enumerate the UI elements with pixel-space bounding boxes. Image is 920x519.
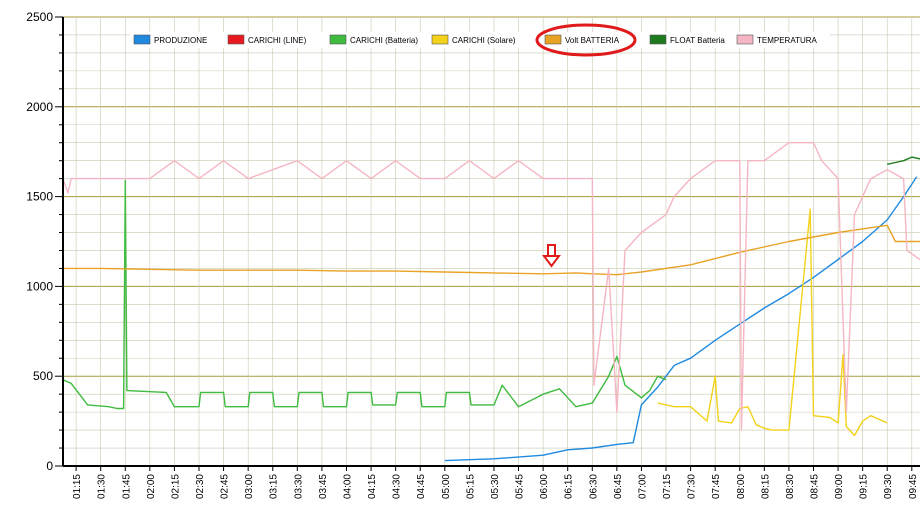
x-tick-label: 09:30 xyxy=(883,474,894,499)
legend-swatch xyxy=(431,34,449,45)
arrow-down-icon xyxy=(542,244,561,268)
x-tick-label: 02:30 xyxy=(195,474,206,499)
legend-label: Volt BATTERIA xyxy=(565,36,620,45)
x-axis-ticks: 01:15 01:30 01:45 02:00 02:15 02:30 02:45 03:00… xyxy=(72,466,919,499)
x-tick-label: 08:00 xyxy=(736,474,747,499)
series-line xyxy=(887,156,920,165)
x-tick-label: 06:30 xyxy=(588,474,599,499)
legend-label: PRODUZIONE xyxy=(154,36,207,45)
series-line xyxy=(657,208,888,437)
axes xyxy=(62,17,920,467)
series-group xyxy=(62,142,920,462)
x-tick-label: 02:15 xyxy=(170,474,181,499)
x-tick-label: 03:15 xyxy=(269,474,280,499)
legend-label: CARICHI (Solare) xyxy=(452,36,516,45)
x-tick-label: 05:15 xyxy=(465,474,476,499)
y-tick-label: 2000 xyxy=(26,100,53,114)
legend-swatch xyxy=(329,34,347,45)
x-tick-label: 04:15 xyxy=(367,474,378,499)
series-line xyxy=(444,176,918,462)
y-axis-ticks: 0 500 1000 1500 2000 2500 xyxy=(26,10,63,473)
legend-label: FLOAT Batteria xyxy=(670,36,725,45)
series-line xyxy=(62,142,920,431)
x-tick-label: 04:45 xyxy=(416,474,427,499)
legend-label: TEMPERATURA xyxy=(757,36,818,45)
x-tick-label: 07:30 xyxy=(687,474,698,499)
x-tick-label: 04:00 xyxy=(342,474,353,499)
x-tick-label: 05:00 xyxy=(441,474,452,499)
x-tick-label: 05:45 xyxy=(515,474,526,499)
x-tick-label: 02:45 xyxy=(220,474,231,499)
x-tick-label: 03:00 xyxy=(244,474,255,499)
legend: PRODUZIONE CARICHI (LINE) CARICHI (Batteri… xyxy=(130,32,830,48)
x-tick-label: 01:30 xyxy=(97,474,108,499)
legend-highlight-ellipse xyxy=(535,23,637,57)
x-tick-label: 08:45 xyxy=(809,474,820,499)
x-tick-label: 01:15 xyxy=(72,474,83,499)
x-tick-label: 01:45 xyxy=(121,474,132,499)
x-tick-label: 09:15 xyxy=(859,474,870,499)
legend-swatch xyxy=(227,34,245,45)
x-tick-label: 03:45 xyxy=(318,474,329,499)
y-tick-label: 1000 xyxy=(26,279,53,293)
x-tick-label: 07:15 xyxy=(662,474,673,499)
x-tick-label: 08:15 xyxy=(760,474,771,499)
legend-label: CARICHI (Batteria) xyxy=(350,36,418,45)
x-tick-label: 02:00 xyxy=(146,474,157,499)
y-tick-label: 500 xyxy=(33,369,53,383)
x-tick-label: 08:30 xyxy=(785,474,796,499)
legend-label: CARICHI (LINE) xyxy=(248,36,307,45)
x-tick-label: 07:00 xyxy=(637,474,648,499)
y-tick-label: 1500 xyxy=(26,190,53,204)
x-tick-label: 05:30 xyxy=(490,474,501,499)
legend-swatch xyxy=(649,34,667,45)
x-tick-label: 09:45 xyxy=(908,474,919,499)
x-tick-label: 06:15 xyxy=(564,474,575,499)
x-tick-label: 04:30 xyxy=(392,474,403,499)
x-tick-label: 03:30 xyxy=(293,474,304,499)
series-line xyxy=(62,179,667,410)
y-tick-label: 0 xyxy=(46,459,53,473)
x-tick-label: 09:00 xyxy=(834,474,845,499)
series-line xyxy=(63,224,920,276)
y-tick-label: 2500 xyxy=(26,10,53,24)
legend-swatch xyxy=(133,34,151,45)
x-tick-label: 07:45 xyxy=(711,474,722,499)
legend-swatch xyxy=(544,34,562,45)
x-tick-label: 06:45 xyxy=(613,474,624,499)
x-tick-label: 06:00 xyxy=(539,474,550,499)
legend-swatch xyxy=(736,34,754,45)
